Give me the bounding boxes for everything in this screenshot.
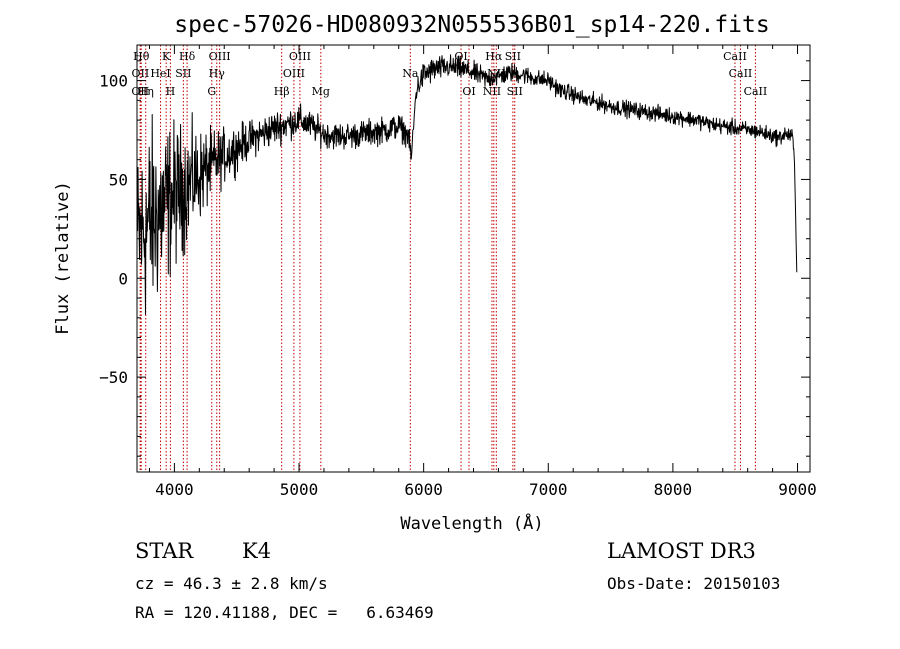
feature-label: OI xyxy=(454,50,467,63)
feature-label: SII xyxy=(505,50,521,63)
redshift-velocity: cz = 46.3 ± 2.8 km/s xyxy=(135,574,328,593)
feature-label: HeI xyxy=(150,67,170,80)
feature-label: K xyxy=(162,50,171,63)
x-tick-label: 8000 xyxy=(654,480,693,499)
feature-label: H xyxy=(166,85,176,98)
tick-labels: 4000 5000 6000 7000 8000 9000 100 50 0 −50 xyxy=(99,72,817,499)
feature-labels: HθOIIOIIHηHeIKHSIIHδGHγOIIIHβOIIIOIIIMgN… xyxy=(131,50,767,98)
x-tick-label: 9000 xyxy=(778,480,817,499)
x-axis-label: Wavelength (Å) xyxy=(400,512,543,534)
x-tick-label: 4000 xyxy=(155,480,194,499)
feature-label: OIII xyxy=(209,50,231,63)
feature-label: Hγ xyxy=(209,67,226,80)
feature-label: NII xyxy=(483,85,501,98)
observation-date: Obs-Date: 20150103 xyxy=(607,574,781,593)
feature-label: Mg xyxy=(312,85,330,98)
feature-label: Hθ xyxy=(133,50,150,63)
axis-ticks xyxy=(137,45,810,472)
feature-label: CaII xyxy=(744,85,768,98)
coordinates: RA = 120.41188, DEC = 6.63469 xyxy=(135,603,434,622)
feature-label: SII xyxy=(507,85,523,98)
y-tick-label: −50 xyxy=(99,368,128,387)
x-tick-label: 7000 xyxy=(529,480,568,499)
plot-frame xyxy=(136,44,811,473)
feature-label: OI xyxy=(462,85,475,98)
x-tick-label: 6000 xyxy=(404,480,443,499)
chart-title: spec-57026-HD080932N055536B01_sp14-220.f… xyxy=(174,12,769,38)
feature-markers xyxy=(139,45,756,472)
feature-label: CaII xyxy=(729,67,753,80)
x-tick-label: 5000 xyxy=(280,480,319,499)
spectral-subclass: K4 xyxy=(242,539,272,563)
feature-label: OIII xyxy=(283,67,305,80)
y-tick-label: 50 xyxy=(109,170,128,189)
feature-label: OII xyxy=(132,67,150,80)
feature-label: OII xyxy=(131,85,149,98)
feature-label: SII xyxy=(175,67,191,80)
y-axis-label: Flux (relative) xyxy=(53,181,73,335)
object-class: STAR xyxy=(135,539,194,563)
spectrum-line xyxy=(137,54,798,315)
feature-label: OIII xyxy=(289,50,311,63)
feature-label: Hη xyxy=(138,85,154,98)
y-tick-label: 100 xyxy=(99,72,128,91)
feature-label: Hα xyxy=(485,50,503,63)
feature-label: Hβ xyxy=(274,85,290,98)
y-tick-label: 0 xyxy=(118,269,128,288)
feature-label: Na xyxy=(402,67,419,80)
survey-name: LAMOST DR3 xyxy=(607,539,756,563)
feature-label: Hδ xyxy=(179,50,196,63)
feature-label: G xyxy=(207,85,216,98)
feature-label: CaII xyxy=(723,50,747,63)
